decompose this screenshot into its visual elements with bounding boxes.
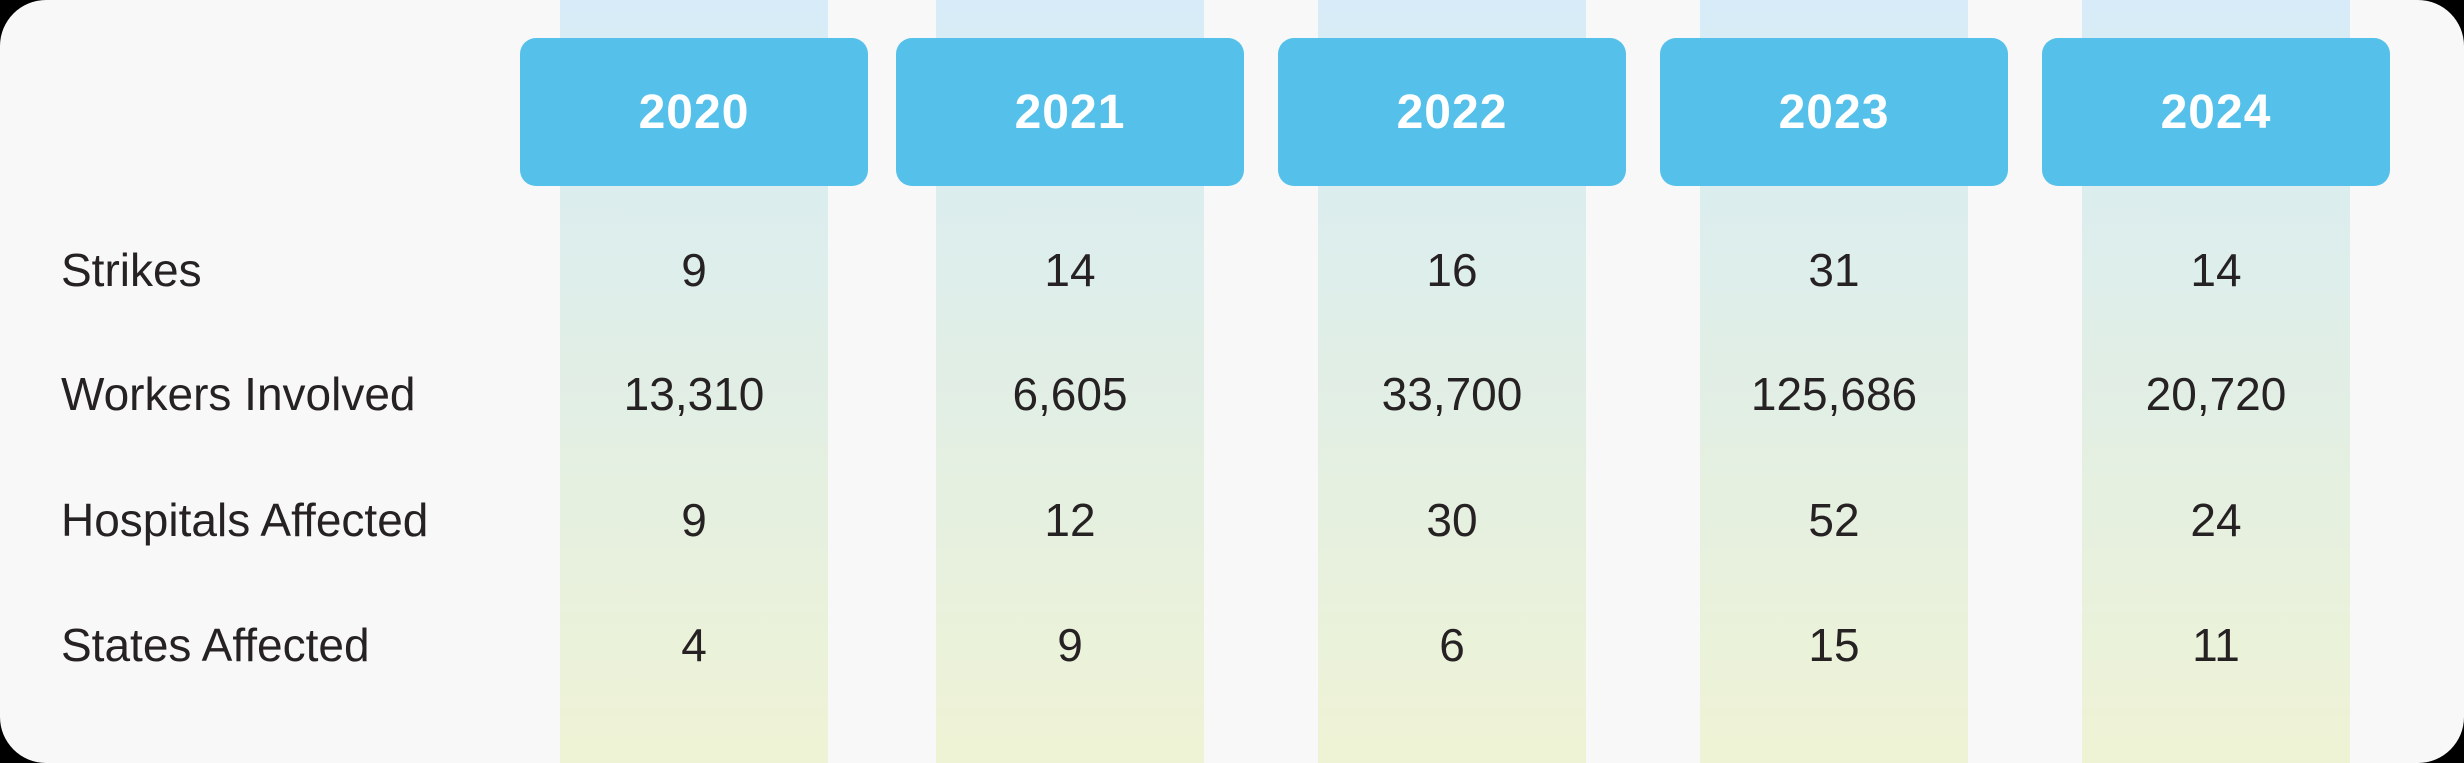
table-cell: 30 [1426,494,1478,546]
table-cell: 13,310 [623,368,765,420]
table-cell: 6,605 [1012,368,1128,420]
table-cell: 6 [1439,619,1465,671]
table-cell: 9 [681,244,707,296]
year-header-2020: 2020 [520,38,868,186]
year-header-2021: 2021 [896,38,1244,186]
row-label: States Affected [61,619,370,671]
table-cell: 4 [681,619,707,671]
table-cell: 9 [1057,619,1083,671]
row-label: Hospitals Affected [61,494,429,546]
table-cell: 14 [2190,244,2242,296]
table-cell: 11 [2192,619,2240,671]
table-row: Workers Involved 13,310 6,605 33,700 125,686… [0,352,2464,436]
table-cell: 125,686 [1750,368,1918,420]
table-cell: 12 [1044,494,1096,546]
table-cell: 9 [681,494,707,546]
table-cell: 14 [1044,244,1096,296]
table-row: Strikes 9 14 16 31 14 [0,228,2464,312]
table-cell: 16 [1426,244,1478,296]
table-cell: 52 [1808,494,1860,546]
table-cell: 24 [2190,494,2242,546]
table-row: States Affected 4 9 6 15 11 [0,603,2464,687]
table-cell: 31 [1808,244,1860,296]
year-header-2023: 2023 [1660,38,2008,186]
year-header-2022: 2022 [1278,38,1626,186]
table-cell: 20,720 [2145,368,2287,420]
table-cell: 15 [1808,619,1860,671]
year-header-2024: 2024 [2042,38,2390,186]
row-label: Strikes [61,244,202,296]
table-cell: 33,700 [1381,368,1523,420]
table-row: Hospitals Affected 9 12 30 52 24 [0,478,2464,562]
row-label: Workers Involved [61,368,416,420]
